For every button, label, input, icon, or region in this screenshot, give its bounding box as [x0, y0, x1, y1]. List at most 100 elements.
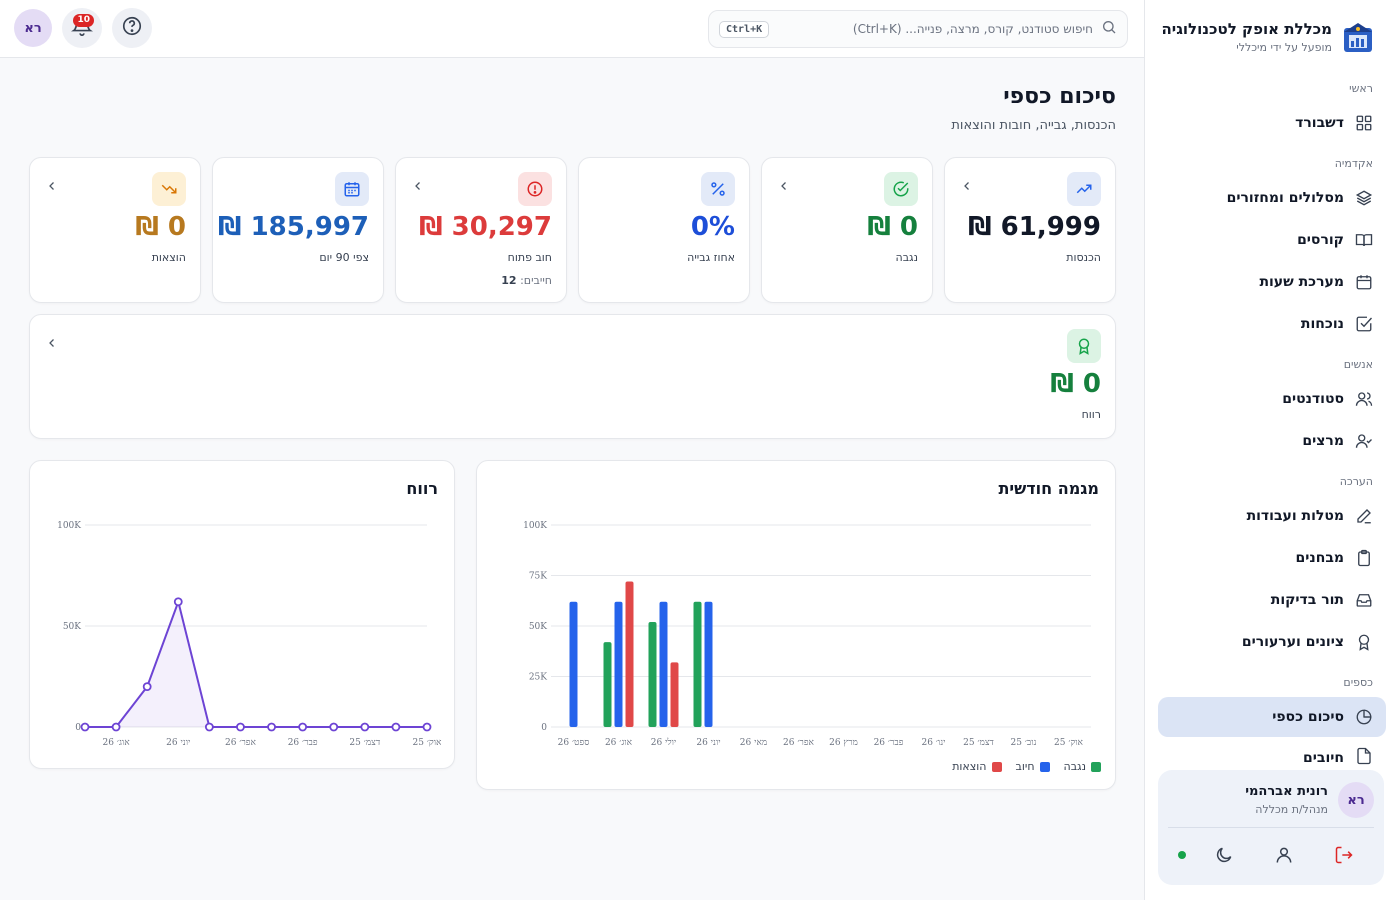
y-tick-label: 0 [541, 723, 547, 733]
sidebar-item-label: מרצים [1302, 433, 1344, 449]
user-card: רא רונית אברהמי מנהל/ת מכללה [1158, 770, 1384, 885]
monthly-trend-chart: 0 25K 50K 75K 100K אוק׳ 25 נוב׳ 25 דצמ׳ 25 ינו׳ … [523, 521, 1091, 748]
stat-card-collected[interactable]: 0 ₪ נגבה [761, 157, 933, 303]
legend-item-charge: חיוב [1016, 760, 1050, 773]
shortcut-hint: Ctrl+K [719, 20, 770, 38]
sidebar-item-grades[interactable]: ציונים וערעורים [1158, 622, 1386, 662]
x-tick-label: אפר׳ 26 [783, 738, 815, 748]
data-point [422, 722, 432, 732]
stat-value: 0% [690, 212, 735, 242]
book-icon [1354, 230, 1374, 250]
page-subtitle: הכנסות, גבייה, חובות והוצאות [951, 118, 1116, 133]
check-circle-icon [884, 172, 918, 206]
user-name: רונית אברהמי [1245, 784, 1328, 799]
sidebar-item-assignments[interactable]: מטלות ועבודות [1158, 496, 1386, 536]
notifications-button[interactable]: 10 [62, 8, 102, 48]
x-tick-label: אוק׳ 25 [1054, 738, 1084, 748]
profit-value: 0 ₪ [1050, 369, 1101, 399]
stat-value: 0 ₪ [867, 212, 918, 242]
sidebar-item-label: מבחנים [1295, 550, 1344, 566]
y-tick-label: 100K [523, 521, 547, 531]
x-tick-label: יולי 26 [651, 737, 677, 748]
moon-icon[interactable] [1212, 843, 1236, 867]
file-icon [1354, 746, 1374, 766]
avatar[interactable]: רא [14, 9, 52, 47]
sidebar-item-students[interactable]: סטודנטים [1158, 379, 1386, 419]
x-tick-label: פבר׳ 26 [874, 738, 904, 748]
brand-title: מכללת אופק לטכנולוגיה [1161, 20, 1332, 38]
data-point [298, 722, 308, 732]
y-tick-label: 50K [529, 622, 547, 632]
stat-card-open-debt[interactable]: 30,297 ₪ חוב פתוח חייבים: 12 [395, 157, 567, 303]
sidebar-item-review-queue[interactable]: תור בדיקות [1158, 580, 1386, 620]
sidebar-item-label: נוכחות [1300, 316, 1344, 332]
award-icon [1354, 632, 1374, 652]
legend-swatch [1091, 761, 1101, 772]
stat-value: 185,997 ₪ [218, 212, 369, 242]
sidebar-item-attendance[interactable]: נוכחות [1158, 304, 1386, 344]
chart-legend: נגבה חיוב הוצאות [952, 760, 1101, 773]
sidebar-item-label: דשבורד [1295, 115, 1344, 131]
sidebar-item-financial-summary[interactable]: סיכום כספי [1158, 697, 1386, 737]
trending-down-icon [152, 172, 186, 206]
y-tick-label: 50K [63, 622, 81, 632]
sidebar-item-dashboard[interactable]: דשבורד [1158, 103, 1386, 143]
nav-section-assessment: הערכה [1339, 475, 1373, 488]
x-tick-label: נוב׳ 25 [1011, 738, 1037, 748]
y-tick-label: 100K [57, 521, 81, 531]
chevron-left-icon[interactable] [410, 178, 426, 194]
stat-card-forecast: 185,997 ₪ צפי 90 יום [212, 157, 384, 303]
data-point [391, 722, 401, 732]
logout-icon[interactable] [1332, 843, 1356, 867]
chevron-left-icon[interactable] [44, 335, 60, 351]
debtors-label: חייבים: [520, 274, 552, 287]
stat-card-income[interactable]: 61,999 ₪ הכנסות [944, 157, 1116, 303]
profile-icon[interactable] [1272, 843, 1296, 867]
chevron-left-icon[interactable] [959, 178, 975, 194]
x-tick-label: אוק׳ 25 [413, 738, 443, 748]
topbar: Ctrl+K 10 רא [0, 0, 1144, 58]
y-tick-label: 25K [529, 673, 547, 683]
inbox-icon [1354, 590, 1374, 610]
sidebar-item-charges[interactable]: חיובים [1158, 740, 1386, 766]
help-button[interactable] [112, 8, 152, 48]
brand[interactable]: מכללת אופק לטכנולוגיה מופעל על ידי מיכלל… [1161, 20, 1374, 54]
stat-card-expenses[interactable]: 0 ₪ הוצאות [29, 157, 201, 303]
search-icon [1101, 19, 1117, 39]
avatar[interactable]: רא [1338, 782, 1374, 818]
users-icon [1354, 389, 1374, 409]
chevron-left-icon[interactable] [776, 178, 792, 194]
nav-section-people: אנשים [1343, 358, 1373, 371]
calendar-icon [1354, 272, 1374, 292]
bar [614, 601, 623, 727]
sidebar-item-exams[interactable]: מבחנים [1158, 538, 1386, 578]
x-tick-label: דצמ׳ 25 [349, 738, 380, 748]
legend-item-collected: נגבה [1064, 760, 1101, 773]
search-input[interactable] [777, 22, 1093, 36]
sidebar-item-courses[interactable]: קורסים [1158, 220, 1386, 260]
chevron-left-icon[interactable] [44, 178, 60, 194]
x-tick-label: מרץ 26 [829, 738, 858, 748]
monthly-trend-chart-card: מגמה חודשית 0 25K 50K 75K 100K אוק׳ 25 נוב׳ 25… [476, 460, 1116, 790]
stat-value: 30,297 ₪ [419, 212, 552, 242]
sidebar-item-label: מטלות ועבודות [1246, 508, 1344, 524]
x-tick-label: ספט׳ 26 [558, 738, 590, 748]
sidebar-item-lecturers[interactable]: מרצים [1158, 421, 1386, 461]
sidebar-item-label: תור בדיקות [1270, 592, 1344, 608]
sidebar-item-tracks[interactable]: מסלולים ומחזורים [1158, 178, 1386, 218]
notifications-badge: 10 [73, 14, 94, 27]
stat-value: 0 ₪ [135, 212, 186, 242]
sidebar-item-label: מסלולים ומחזורים [1226, 190, 1344, 206]
sidebar-item-label: מערכת שעות [1259, 274, 1344, 290]
x-tick-label: פבר׳ 26 [288, 738, 318, 748]
y-tick-label: 75K [529, 572, 547, 582]
search-box[interactable]: Ctrl+K [708, 10, 1128, 48]
sidebar-item-schedule[interactable]: מערכת שעות [1158, 262, 1386, 302]
profit-card[interactable]: 0 ₪ רווח [29, 314, 1116, 439]
user-role: מנהל/ת מכללה [1255, 803, 1328, 816]
debtors-count: חייבים: 12 [501, 274, 552, 287]
sidebar-item-label: ציונים וערעורים [1241, 634, 1344, 650]
data-point [329, 722, 339, 732]
sidebar-item-label: סטודנטים [1282, 391, 1344, 407]
calendar-icon [335, 172, 369, 206]
